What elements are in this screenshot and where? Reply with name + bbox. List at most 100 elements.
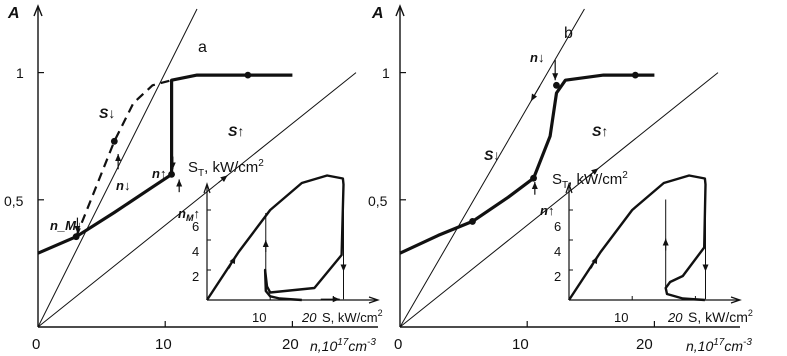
data-point <box>110 137 118 145</box>
panel-b-points <box>469 59 639 225</box>
data-point <box>72 233 80 241</box>
panel-b-label: b <box>564 25 573 42</box>
panel-b-inset-xlabel-exp: 2 <box>748 308 753 318</box>
panel-a-inset-ylabel: ST, kW/cm2 <box>188 158 264 179</box>
panel-a-ylabel: A <box>7 5 20 22</box>
panel-b: A b 1 0,5 0 10 20 n,1017cm-3 S↓ S↑ n↓ n↑… <box>368 4 753 354</box>
line-s-up <box>37 72 357 328</box>
panel-b-xlabel-exp: 17 <box>713 337 725 348</box>
panel-b-ylabel: A <box>371 5 384 22</box>
panel-b-xtick-0: 0 <box>394 336 402 353</box>
inset-x-axis-arrow-icon <box>368 296 380 304</box>
svg-text:ST, kW/cm2: ST, kW/cm2 <box>188 158 264 179</box>
panel-b-s-up-label: S↑ <box>592 123 608 139</box>
panel-a-n-up-label: n↑ <box>152 166 166 181</box>
panel-a-inset-ytick-6: 6 <box>192 219 199 234</box>
panel-a-xlabel-unit-exp: -3 <box>367 337 376 348</box>
inset-curve <box>567 174 707 302</box>
panel-b-reference-lines <box>399 8 719 328</box>
panel-a-inset-xlabel: S, kW/cm2 <box>322 308 383 325</box>
bold-curve <box>170 73 293 175</box>
panel-a-ytick-05: 0,5 <box>4 193 24 209</box>
data-point <box>244 71 252 79</box>
panel-a-inset-xtick-10: 10 <box>252 310 266 325</box>
panel-b-xtick-10: 10 <box>512 336 529 353</box>
panel-a-curves <box>37 73 293 255</box>
panel-a-inset-ytick-4: 4 <box>192 244 199 259</box>
inset-curve <box>205 174 345 302</box>
panel-b-inset: ST, kW/cm2 6 4 2 10 20 S, kW/cm2 <box>552 170 753 325</box>
panel-b-inset-ylabel-exp: 2 <box>622 170 628 181</box>
line-s-down <box>399 8 585 328</box>
y-axis-arrow-icon <box>33 4 43 17</box>
panel-a-nm-down-label: n_M↓ <box>50 218 83 233</box>
panel-a-xtick-10: 10 <box>155 336 172 353</box>
line-s-up <box>399 72 719 328</box>
panel-b-inset-xlabel-text: S, kW/cm <box>688 309 748 325</box>
inset-curve-arrow-icon <box>228 256 236 269</box>
panel-a-ytick-1: 1 <box>16 65 24 81</box>
svg-text:n,1017cm-3: n,1017cm-3 <box>686 337 752 354</box>
panel-b-inset-xlabel: S, kW/cm2 <box>688 308 753 325</box>
panel-b-inset-xtick-10: 10 <box>614 310 628 325</box>
panel-a-inset-xlabel-exp: 2 <box>378 308 383 318</box>
panel-b-inset-ylabel-unit: , kW/cm <box>568 171 622 188</box>
panel-a: A a 1 0,5 0 10 20 n,1017cm-3 S↓ S↑ n↓ n↑… <box>4 4 383 354</box>
panel-a-inset-curve <box>205 174 347 303</box>
panel-a-points <box>72 71 252 241</box>
panel-a-axes <box>33 4 378 328</box>
panel-b-inset-axes <box>565 182 742 304</box>
data-point <box>168 170 175 178</box>
inset-y-axis-arrow-icon <box>565 182 573 194</box>
panel-b-inset-ytick-6: 6 <box>554 219 561 234</box>
panel-b-axes <box>395 4 740 328</box>
data-point <box>469 218 476 225</box>
line-s-up-arrow-icon <box>586 167 599 178</box>
panel-a-xtick-0: 0 <box>32 336 40 353</box>
panel-b-n-up-label: n↑ <box>540 203 554 218</box>
inset-x-axis-arrow-icon <box>730 296 742 304</box>
panel-a-s-down-label: S↓ <box>99 105 115 121</box>
dashed-curve <box>75 79 172 238</box>
panel-a-label: a <box>198 39 207 56</box>
panel-a-n-down-label: n↓ <box>116 178 130 193</box>
panel-b-inset-ytick-4: 4 <box>554 244 561 259</box>
data-point <box>553 81 560 89</box>
panel-a-inset-xlabel-text: S, kW/cm <box>322 310 378 325</box>
panel-b-xlabel-unit: cm <box>724 338 743 354</box>
panel-a-xlabel-unit: cm <box>348 338 367 354</box>
panel-b-curves <box>399 73 655 255</box>
svg-text:ST, kW/cm2: ST, kW/cm2 <box>552 170 628 191</box>
y-axis-arrow-icon <box>395 4 405 17</box>
svg-text:n,1017cm-3: n,1017cm-3 <box>310 337 376 354</box>
panel-a-xtick-20: 20 <box>282 336 299 353</box>
panel-a-inset-ylabel-sub: T <box>198 168 204 179</box>
panel-b-n-down-label: n↓ <box>530 50 544 65</box>
panel-a-xlabel: n,1017cm-3 <box>310 337 376 354</box>
inset-y-axis-arrow-icon <box>203 182 211 194</box>
panel-b-xlabel: n,1017cm-3 <box>686 337 752 354</box>
panel-a-reference-lines <box>37 8 357 328</box>
panel-a-nm-up-label: nM↑ <box>178 206 200 223</box>
panel-b-inset-xtick-20: 20 <box>667 310 683 325</box>
panel-a-xlabel-text: n,10 <box>310 338 337 354</box>
panel-a-inset-xtick-20: 20 <box>301 310 317 325</box>
panel-b-s-down-label: S↓ <box>484 147 500 163</box>
panel-b-ytick-05: 0,5 <box>368 193 388 209</box>
panel-b-xlabel-text: n,10 <box>686 338 713 354</box>
panel-b-xtick-20: 20 <box>636 336 653 353</box>
panel-a-s-up-label: S↑ <box>228 123 244 139</box>
panel-b-inset-ytick-2: 2 <box>554 269 561 284</box>
line-s-down <box>37 8 198 328</box>
bold-curve <box>399 73 655 255</box>
panel-a-inset-ytick-2: 2 <box>192 269 199 284</box>
inset-curve-arrow-icon <box>590 256 598 269</box>
panel-b-inset-curve <box>567 174 709 302</box>
panel-a-inset-ylabel-unit: , kW/cm <box>204 159 258 176</box>
panel-a-xlabel-exp: 17 <box>337 337 349 348</box>
panel-b-inset-ylabel-sub: T <box>562 180 568 191</box>
panel-b-inset-ylabel: ST, kW/cm2 <box>552 170 628 191</box>
panel-a-inset: ST, kW/cm2 6 4 2 10 20 S, kW/cm2 <box>188 158 383 325</box>
panel-a-inset-ylabel-exp: 2 <box>258 158 264 169</box>
